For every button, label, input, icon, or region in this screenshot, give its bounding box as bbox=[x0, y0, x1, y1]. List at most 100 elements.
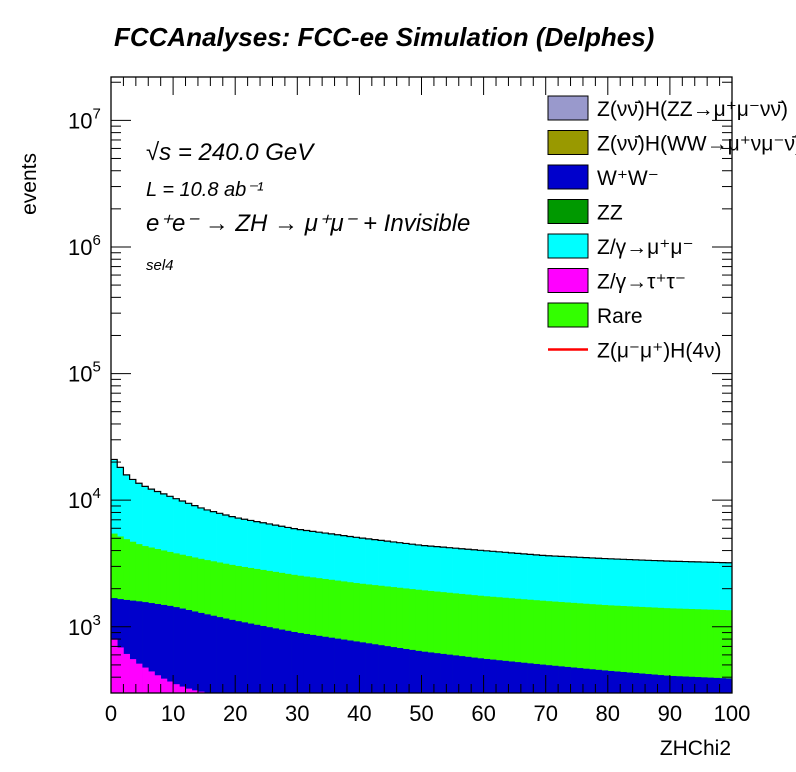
bar bbox=[334, 580, 342, 693]
y-tick-label: 107 bbox=[68, 105, 101, 133]
bar bbox=[539, 600, 547, 693]
bar bbox=[334, 638, 342, 693]
x-tick-label: 20 bbox=[223, 701, 247, 726]
bar bbox=[632, 673, 640, 693]
bar bbox=[160, 604, 168, 693]
bar bbox=[694, 677, 702, 693]
bar bbox=[452, 593, 460, 693]
bar bbox=[558, 602, 565, 693]
bar bbox=[589, 669, 596, 693]
bar bbox=[135, 601, 143, 693]
bar bbox=[365, 643, 373, 693]
bar bbox=[197, 612, 205, 693]
bar bbox=[353, 641, 360, 693]
bar bbox=[707, 609, 714, 693]
bar bbox=[663, 608, 671, 693]
bar bbox=[166, 681, 174, 693]
bar bbox=[551, 665, 559, 693]
legend-swatch bbox=[547, 302, 589, 328]
bar bbox=[204, 614, 211, 693]
legend-entry: Z/γ→μ⁺μ⁻ bbox=[547, 233, 694, 259]
bar bbox=[129, 600, 137, 693]
bar bbox=[688, 676, 696, 693]
bar bbox=[657, 607, 665, 693]
bar bbox=[489, 596, 497, 693]
bar bbox=[570, 602, 578, 693]
legend-swatch bbox=[547, 130, 589, 155]
legend-entry: Z(νν̄)H(WW→μ⁺νμ⁻ν̄) bbox=[547, 130, 796, 156]
bar bbox=[601, 670, 609, 693]
bar bbox=[328, 579, 335, 693]
bar bbox=[446, 654, 453, 693]
bar bbox=[322, 636, 329, 693]
bar bbox=[645, 607, 652, 693]
bar bbox=[551, 601, 559, 693]
bar bbox=[365, 584, 373, 693]
bar bbox=[421, 590, 429, 693]
bar bbox=[235, 621, 242, 693]
bar bbox=[415, 589, 422, 693]
bar bbox=[291, 631, 298, 693]
bar bbox=[409, 589, 416, 693]
bar bbox=[496, 597, 503, 693]
bar bbox=[160, 678, 168, 693]
bar bbox=[458, 593, 466, 693]
bar bbox=[191, 690, 199, 693]
x-axis-label: ZHChi2 bbox=[660, 737, 731, 760]
y-tick-label: 104 bbox=[68, 485, 101, 513]
annotation-lumi: L = 10.8 ab⁻¹ bbox=[146, 179, 264, 201]
legend-label: ZZ bbox=[597, 202, 623, 225]
bar bbox=[154, 604, 162, 693]
bar bbox=[676, 676, 683, 693]
bar bbox=[545, 601, 553, 693]
bar bbox=[396, 648, 404, 693]
bar bbox=[651, 674, 658, 693]
annotation-process: e⁺e⁻ → ZH → μ⁺μ⁻ + Invisible bbox=[146, 210, 470, 237]
bar bbox=[371, 644, 379, 693]
legend-label: Z(μ⁻μ⁺)H(4ν) bbox=[597, 340, 722, 363]
bar bbox=[117, 647, 124, 693]
bar bbox=[340, 581, 348, 693]
bar bbox=[713, 609, 720, 693]
legend-label: Rare bbox=[597, 305, 643, 328]
histogram-bars bbox=[111, 458, 732, 693]
bar bbox=[682, 608, 689, 693]
bar bbox=[315, 635, 323, 693]
bar bbox=[315, 578, 323, 693]
x-tick-label: 70 bbox=[533, 701, 557, 726]
bar bbox=[154, 675, 162, 693]
bar bbox=[266, 627, 273, 693]
bar bbox=[725, 610, 732, 693]
x-tick-label: 100 bbox=[714, 701, 751, 726]
series-1-bars bbox=[111, 598, 732, 693]
legend-label: Z(νν̄)H(ZZ→μ⁺μ⁻νν̄) bbox=[597, 98, 788, 121]
bar bbox=[216, 617, 224, 693]
bar bbox=[502, 660, 509, 693]
bar bbox=[514, 662, 522, 693]
bar bbox=[545, 665, 553, 693]
signal-line bbox=[111, 748, 732, 772]
bar bbox=[558, 666, 565, 693]
bar bbox=[464, 594, 472, 693]
bar bbox=[179, 686, 186, 693]
bar bbox=[694, 609, 702, 693]
bar bbox=[415, 650, 422, 693]
legend-label: Z(νν̄)H(WW→μ⁺νμ⁻ν̄) bbox=[597, 133, 796, 156]
legend-label: Z/γ→μ⁺μ⁻ bbox=[597, 236, 694, 259]
bar bbox=[297, 633, 304, 693]
bar bbox=[496, 660, 503, 693]
bar bbox=[185, 610, 193, 693]
bar bbox=[614, 605, 621, 693]
signal-line-layer bbox=[111, 748, 732, 772]
bar bbox=[520, 599, 528, 693]
bar bbox=[719, 610, 727, 693]
bar bbox=[278, 629, 286, 693]
legend-swatch bbox=[547, 268, 589, 293]
bar bbox=[527, 663, 534, 693]
bar bbox=[346, 640, 354, 693]
bar bbox=[427, 652, 435, 693]
bar bbox=[589, 604, 596, 693]
legend-entry: Rare bbox=[547, 302, 643, 328]
bar bbox=[402, 588, 410, 693]
bar bbox=[582, 668, 590, 693]
